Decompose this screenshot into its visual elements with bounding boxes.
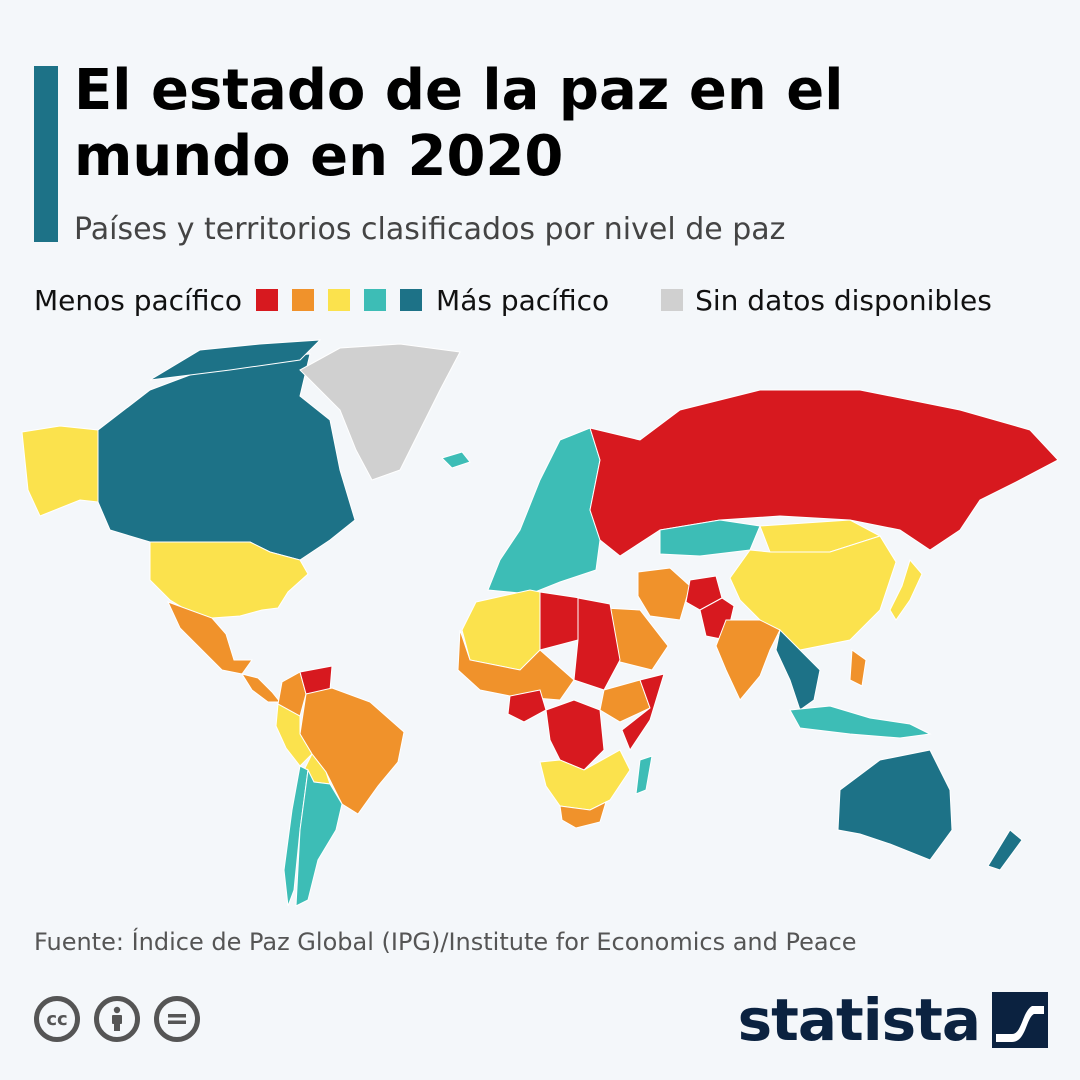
region-somalia: Somalia xyxy=(621,673,665,752)
region-europe: Europa xyxy=(487,427,601,595)
legend-more-label: Más pacífico xyxy=(436,283,610,317)
region-philippines: Filipinas xyxy=(849,649,867,687)
no-derivatives-icon xyxy=(154,996,200,1042)
legend-swatch-1 xyxy=(256,289,279,311)
region-canada-islands: Canadá xyxy=(149,339,322,381)
legend-swatch-3 xyxy=(328,289,351,311)
world-map: Alaska Canadá Canadá Estados Unidos Méxi… xyxy=(0,330,1080,920)
region-libya: Libia xyxy=(539,591,581,651)
region-ethiopia: Etiopía xyxy=(599,679,651,723)
region-usa: Estados Unidos xyxy=(149,541,309,619)
legend-swatch-4 xyxy=(364,289,387,311)
region-madagascar: Madagascar xyxy=(635,755,653,795)
region-australia: Australia xyxy=(837,749,953,861)
region-southern-africa: África Austral xyxy=(539,749,631,811)
world-map-svg: Alaska Canadá Canadá Estados Unidos Méxi… xyxy=(21,339,1059,907)
region-new-zealand: Nueva Zelanda xyxy=(987,829,1023,871)
region-dr-congo: RD Congo xyxy=(545,699,605,771)
page-subtitle: Países y territorios clasificados por ni… xyxy=(74,212,786,247)
region-indonesia: Indonesia xyxy=(789,705,932,739)
region-central-america: Centroamérica xyxy=(240,673,282,703)
statista-logo-icon xyxy=(992,992,1048,1048)
legend-nodata-label: Sin datos disponibles xyxy=(695,283,992,317)
region-russia: Rusia xyxy=(589,389,1059,557)
region-iran: Irán xyxy=(637,567,691,621)
region-alaska: Alaska xyxy=(21,425,99,517)
region-mexico: México xyxy=(167,601,253,675)
region-argentina: Argentina xyxy=(295,768,343,907)
region-iceland: Islandia xyxy=(441,451,471,469)
legend-swatch-5 xyxy=(400,289,423,311)
statista-wordmark: statista xyxy=(737,986,981,1054)
region-sahel: Sahel xyxy=(457,629,575,701)
page-title: El estado de la paz en el mundo en 2020 xyxy=(74,58,844,189)
title-accent-bar xyxy=(34,66,58,242)
legend-swatch-nodata xyxy=(661,289,684,311)
region-greenland: Groenlandia xyxy=(299,343,461,481)
region-japan: Sudeste Asiático xyxy=(889,558,923,621)
region-north-africa: Norte de África xyxy=(461,589,541,671)
attribution-icon xyxy=(94,996,140,1042)
statista-logo: statista xyxy=(738,990,1048,1050)
region-southeast-asia: Japón xyxy=(775,628,821,711)
source-note: Fuente: Índice de Paz Global (IPG)/Insti… xyxy=(34,928,857,956)
region-nigeria: Nigeria xyxy=(507,689,547,723)
legend-less-label: Menos pacífico xyxy=(34,283,243,317)
region-india: India xyxy=(715,619,781,701)
region-south-africa: Sudáfrica xyxy=(559,801,607,829)
cc-icon: cc xyxy=(34,996,80,1042)
region-peru: Perú xyxy=(275,703,313,767)
license-icons: cc xyxy=(34,996,200,1042)
region-china: Mongolia xyxy=(729,535,897,651)
legend: Menos pacífico Más pacífico Sin datos di… xyxy=(34,280,1054,320)
legend-swatch-2 xyxy=(292,289,315,311)
